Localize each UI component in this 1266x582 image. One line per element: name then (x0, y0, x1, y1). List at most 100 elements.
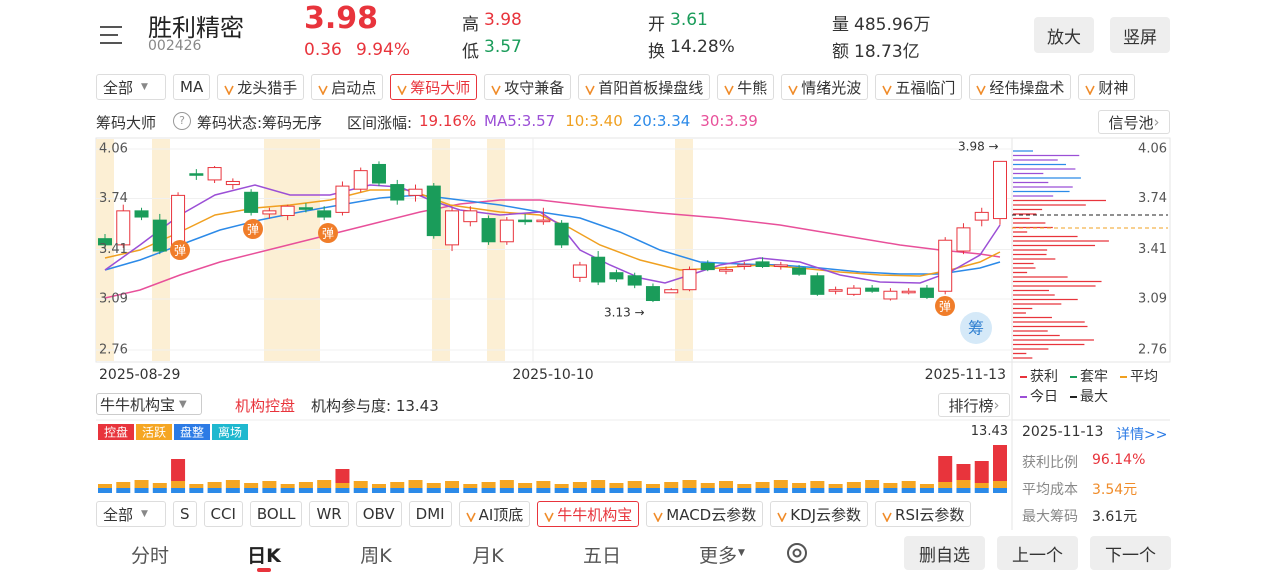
tab[interactable]: DMI (408, 501, 452, 527)
tag-label: 盘整 (180, 425, 204, 440)
vol-blue (134, 488, 149, 493)
vol-blue (682, 488, 697, 493)
tab[interactable]: CCI (203, 501, 243, 527)
ma-value: 10:3.40 (565, 112, 623, 130)
vol-blue (609, 488, 624, 493)
settings-icon[interactable] (787, 543, 807, 563)
marker-badge (170, 240, 190, 260)
tab[interactable]: WR (309, 501, 349, 527)
vol-blue (298, 488, 313, 493)
vol-blue (390, 488, 405, 493)
action-button[interactable]: 上一个 (997, 536, 1078, 570)
stock-code: 002426 (148, 38, 202, 54)
candle-body (956, 227, 971, 252)
tab[interactable]: KDJ云参数 (770, 501, 869, 527)
tab[interactable]: 龙头猎手 (217, 74, 305, 100)
candle-body (627, 275, 642, 286)
tab[interactable]: 首阳首板操盘线 (578, 74, 711, 100)
header-button[interactable]: 放大 (1034, 17, 1094, 53)
nav-tab[interactable]: 周K (360, 545, 392, 567)
legend-label: 套牢 (1080, 369, 1108, 385)
tab[interactable]: 牛熊 (717, 74, 775, 100)
tab[interactable]: 财神 (1078, 74, 1136, 100)
vol-orange (262, 481, 277, 488)
tab-label: KDJ云参数 (790, 505, 862, 524)
action-button[interactable]: 下一个 (1090, 536, 1171, 570)
selector[interactable]: 牛牛机构宝 ▼ (96, 393, 202, 415)
ma-value: 30:3.39 (700, 112, 758, 130)
action-button[interactable]: 删自选 (904, 536, 985, 570)
vol-blue (792, 488, 807, 493)
candle-body (298, 207, 313, 210)
vol-blue (700, 488, 715, 493)
candle-body (499, 219, 514, 243)
vol-orange (627, 481, 642, 488)
y-tick-label: 3.41 (99, 242, 128, 257)
candle-body (865, 287, 880, 292)
info-details[interactable]: 详情>> (1116, 427, 1168, 443)
check-icon (465, 508, 476, 523)
vol-blue (499, 488, 514, 493)
signal-pool-button[interactable]: 信号池 › (1098, 110, 1170, 134)
nav-tab[interactable]: 分时 (130, 545, 169, 567)
vol-orange (810, 481, 825, 488)
candle-body (572, 264, 587, 278)
vol-orange (463, 484, 478, 488)
tab[interactable]: 全部 ▼ (96, 74, 166, 100)
info-value: 3.61元 (1092, 509, 1138, 525)
candle-body (682, 269, 697, 291)
y-tick-label: 3.41 (1138, 242, 1167, 257)
chevron: › (993, 396, 1000, 414)
info-value: 3.54元 (1092, 482, 1138, 498)
header-button[interactable]: 竖屏 (1110, 17, 1170, 53)
tab[interactable]: 经伟操盘术 (969, 74, 1072, 100)
vol-orange (390, 482, 405, 488)
tab[interactable]: 全部 ▼ (96, 501, 166, 527)
tab[interactable]: BOLL (249, 501, 303, 527)
help-icon[interactable]: ? (173, 112, 191, 130)
vol-orange (189, 484, 204, 488)
vol-blue (810, 488, 825, 493)
vol-blue (225, 488, 240, 493)
vol-blue (189, 488, 204, 493)
tab[interactable]: MACD云参数 (646, 501, 764, 527)
tab[interactable]: 牛牛机构宝 (537, 501, 640, 527)
nav-tab[interactable]: 更多 (698, 545, 737, 567)
check-icon (777, 508, 787, 523)
vol-orange (116, 482, 131, 488)
tab[interactable]: 攻守兼备 (484, 74, 572, 100)
tab[interactable]: MA (173, 74, 211, 100)
change: 0.36 (304, 40, 342, 60)
tab[interactable]: 五福临门 (875, 74, 963, 100)
nav-tab[interactable]: 五日 (582, 545, 621, 567)
tab[interactable]: 筹码大师 (390, 74, 478, 100)
tab-label: 情绪光波 (801, 78, 862, 97)
candle-body (134, 210, 149, 218)
check-icon (976, 81, 987, 96)
candle-body (901, 290, 916, 294)
vol-red (993, 445, 1007, 481)
vol-orange (846, 482, 861, 488)
legend-label: 平均 (1130, 369, 1158, 385)
vol-orange (664, 482, 679, 488)
tab[interactable]: AI顶底 (458, 501, 531, 527)
check-icon (882, 81, 893, 96)
check-icon (585, 81, 595, 96)
ranking-button[interactable]: 排行榜 › (938, 393, 1010, 417)
candle-body (98, 238, 112, 246)
nav-tab[interactable]: 日K (247, 545, 281, 567)
vol-blue (572, 488, 587, 493)
tab[interactable]: OBV (355, 501, 402, 527)
change-pct: 9.94% (356, 40, 411, 60)
vol-orange (171, 481, 186, 488)
tab-label: MA (180, 78, 204, 96)
candle-body (737, 264, 752, 268)
tab[interactable]: 启动点 (311, 74, 384, 100)
tab[interactable]: S (173, 501, 197, 527)
tab[interactable]: RSI云参数 (875, 501, 972, 527)
tab[interactable]: 情绪光波 (781, 74, 869, 100)
vol-orange (280, 484, 295, 488)
nav-tab[interactable]: 月K (472, 545, 504, 567)
